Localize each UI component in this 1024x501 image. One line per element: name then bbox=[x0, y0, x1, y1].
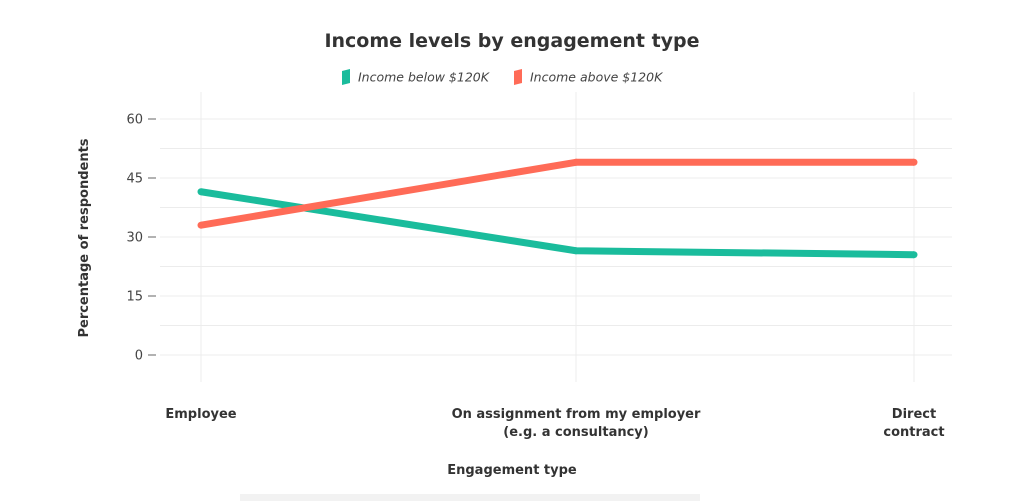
legend: Income below $120K Income above $120K bbox=[342, 69, 664, 85]
x-axis: Employee On assignment from my employer (e… bbox=[165, 407, 944, 440]
data-point-1 bbox=[572, 158, 580, 166]
y-tick-label: 0 bbox=[135, 349, 143, 364]
legend-label: Income above $120K bbox=[530, 70, 664, 85]
chart-title: Income levels by engagement type bbox=[324, 30, 699, 52]
y-axis-title: Percentage of respondents bbox=[77, 138, 92, 337]
y-axis: 0 15 30 45 60 bbox=[126, 113, 156, 364]
x-category-label: On assignment from my employer (e.g. a co… bbox=[452, 407, 701, 440]
data-point-0 bbox=[910, 251, 918, 259]
scroll-strip bbox=[240, 494, 700, 501]
legend-label: Income below $120K bbox=[358, 70, 491, 85]
series-line-1 bbox=[200, 158, 914, 229]
series-group bbox=[197, 158, 918, 259]
x-category-label: Employee bbox=[165, 407, 236, 422]
series-line-0 bbox=[200, 188, 915, 259]
x-axis-title: Engagement type bbox=[447, 463, 577, 478]
data-point-1 bbox=[910, 158, 918, 166]
data-point-0 bbox=[197, 188, 205, 196]
y-tick-label: 60 bbox=[126, 113, 143, 128]
y-tick-label: 45 bbox=[126, 172, 143, 187]
y-tick-label: 15 bbox=[126, 290, 143, 305]
data-point-1 bbox=[197, 221, 205, 229]
y-tick-label: 30 bbox=[126, 231, 143, 246]
legend-swatch bbox=[514, 69, 522, 85]
data-point-0 bbox=[572, 247, 580, 255]
x-category-label: Direct contract bbox=[883, 407, 944, 440]
grid bbox=[160, 92, 952, 382]
legend-swatch bbox=[342, 69, 350, 85]
